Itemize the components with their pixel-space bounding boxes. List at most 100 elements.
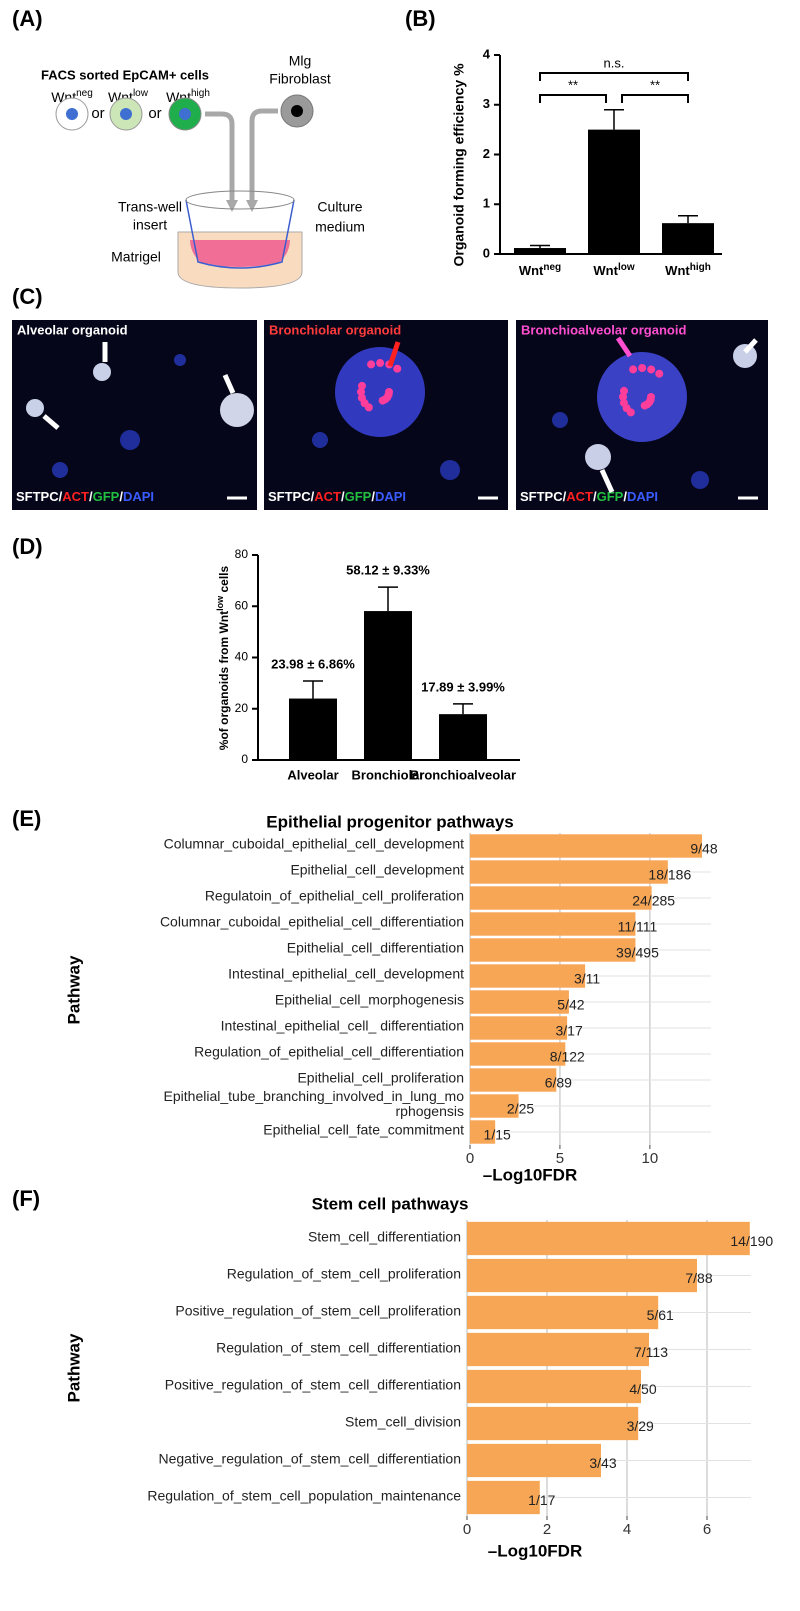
bar-label: 1/17 (528, 1492, 555, 1508)
bar (470, 1094, 519, 1118)
y-axis-label: Organoid forming efficiency % (451, 63, 467, 267)
y-tick-label: Epithelial_cell_morphogenesis (274, 991, 464, 1008)
bar (470, 990, 569, 1014)
bar (470, 938, 636, 962)
x-tick-label: Bronchioalveolar (410, 767, 516, 782)
organoid (597, 352, 687, 442)
bar-label: 5/61 (647, 1307, 674, 1323)
bar-label: 8/122 (550, 1049, 585, 1065)
y-tick-label: Epithelial_cell_development (290, 861, 464, 878)
y-tick-label: Regulation_of_stem_cell_population_maint… (147, 1487, 461, 1503)
nucleus-icon (179, 108, 191, 120)
insert-label: Trans-well (118, 199, 182, 215)
bar-label: 4/50 (629, 1381, 656, 1397)
stain-part: ACT (566, 489, 593, 504)
nucleus-icon (66, 108, 78, 120)
y-tick-label: Regulation_of_epithelial_cell_differenti… (194, 1043, 464, 1060)
stain-part: GFP (597, 489, 624, 504)
stain-part: / (89, 489, 93, 504)
x-tick-label: Alveolar (287, 767, 338, 782)
significance-bracket (539, 94, 607, 103)
y-tick-label: 3 (483, 96, 490, 111)
x-tick-label-base: Wnt (593, 263, 618, 278)
bar-label: 39/495 (616, 945, 659, 961)
y-axis-label: Pathway (64, 955, 83, 1025)
y-tick-label: Regulation_of_stem_cell_proliferation (226, 1265, 461, 1281)
signal (378, 396, 387, 405)
organoid (120, 430, 140, 450)
y-tick-label: Regulation_of_stem_cell_differentiation (216, 1339, 461, 1355)
x-tick-label: 0 (463, 1521, 471, 1538)
bar-label: 2/25 (507, 1101, 534, 1117)
y-tick-label: 20 (235, 701, 249, 715)
y-tick-label: Stem_cell_division (345, 1413, 461, 1429)
bar-label: 18/186 (648, 867, 691, 883)
bar-label: 5/42 (557, 997, 584, 1013)
micrograph (12, 320, 257, 510)
pointer-arrow (42, 414, 60, 430)
y-tick-label: 0 (483, 245, 490, 260)
x-tick-label: 4 (623, 1521, 631, 1538)
panel-label: (B) (405, 6, 436, 31)
medium-label: Culture (317, 199, 362, 215)
y-tick-label: Epithelial_cell_proliferation (297, 1069, 464, 1086)
value-label: 58.12 ± 9.33% (346, 563, 430, 578)
insert-rim (185, 190, 295, 210)
stain-part: / (341, 489, 345, 504)
or-label: or (148, 105, 161, 122)
arrow (249, 108, 278, 205)
x-tick-label: 0 (466, 1150, 474, 1167)
significance-label: n.s. (604, 55, 625, 70)
bar (470, 1042, 566, 1066)
bar-label: 3/43 (589, 1455, 616, 1471)
organoid (93, 363, 111, 381)
bar-label: 1/15 (484, 1127, 511, 1143)
bar (289, 698, 337, 760)
significance-bracket (621, 94, 689, 103)
signal (655, 369, 664, 378)
bar-label: 14/190 (730, 1233, 773, 1249)
signal (376, 359, 385, 368)
bar (439, 714, 487, 760)
insert (185, 199, 295, 269)
organoid (312, 432, 328, 448)
chart-title: Epithelial progenitor pathways (266, 812, 513, 831)
panel-label: (A) (12, 6, 43, 31)
bar (467, 1369, 641, 1404)
x-tick-label: 10 (642, 1150, 659, 1167)
stain-legend: SFTPC/ACT/GFP/DAPI (268, 489, 406, 504)
bar (467, 1258, 697, 1293)
signal (357, 381, 366, 390)
x-tick-label: 6 (703, 1521, 711, 1538)
pointer-arrow (387, 341, 401, 367)
x-tick-label: Wntneg (519, 262, 561, 279)
signal (619, 398, 628, 407)
y-tick-label: 2 (483, 146, 490, 161)
panel-label: (D) (12, 534, 43, 559)
arrow-head (246, 200, 258, 212)
x-tick-label-base: Wnt (665, 263, 690, 278)
bar (470, 912, 636, 936)
nucleus-icon (120, 108, 132, 120)
stain-part: DAPI (123, 489, 154, 504)
y-tick-label: 80 (235, 547, 249, 561)
bar-label: 3/17 (555, 1023, 582, 1039)
stain-part: / (119, 489, 123, 504)
stain-part: SFTPC/ (16, 489, 63, 504)
signal (619, 392, 628, 401)
stain-part: / (593, 489, 597, 504)
signal (367, 360, 376, 369)
schematic-heading: FACS sorted EpCAM+ cells (41, 67, 209, 82)
cell-label-sup: high (191, 88, 210, 99)
x-tick-label-base: Wnt (519, 263, 544, 278)
panel-label: (C) (12, 284, 43, 309)
or-label: or (91, 105, 104, 122)
matrigel (190, 240, 290, 267)
organoid (52, 462, 68, 478)
x-tick-label-sup: high (690, 262, 711, 273)
significance-label: ** (650, 77, 660, 92)
x-tick-label: 2 (543, 1521, 551, 1538)
y-tick-label: 0 (241, 752, 248, 766)
x-tick-label: 5 (556, 1150, 564, 1167)
